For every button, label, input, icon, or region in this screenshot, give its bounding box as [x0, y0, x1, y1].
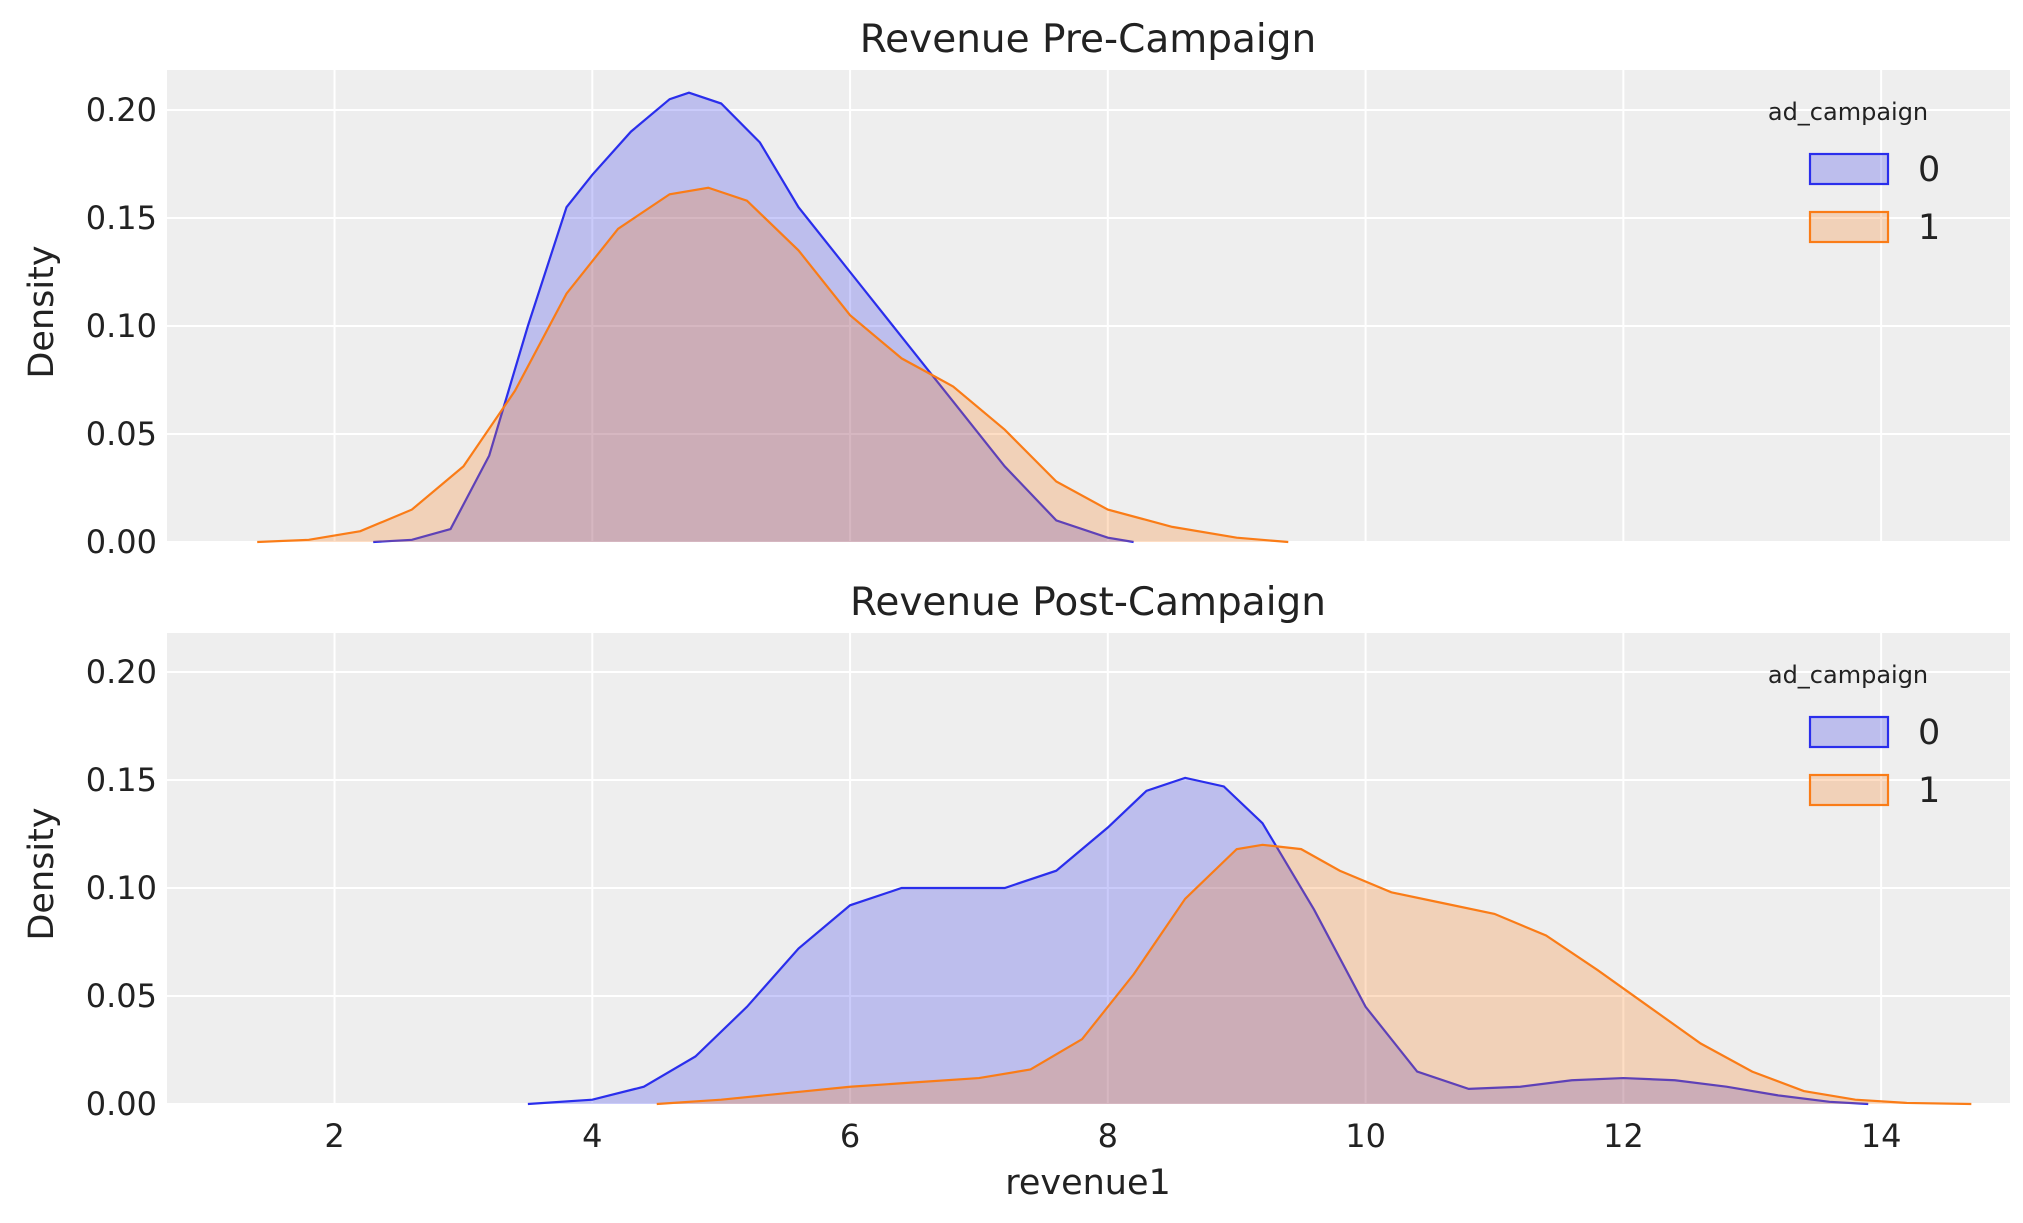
y-tick-label-1: 0.05 — [86, 415, 157, 453]
y-tick-label-4: 0.20 — [86, 91, 157, 129]
grid-post — [167, 633, 2010, 1105]
legend-swatch-0 — [1808, 152, 1890, 186]
density-area-series-1 — [656, 844, 1972, 1104]
areas-pre — [257, 91, 1289, 544]
y-tick-label-3: 0.15 — [86, 761, 157, 799]
legend-label-1: 1 — [1918, 771, 1940, 811]
x-tick-label-2: 6 — [840, 1117, 860, 1155]
y-ticks-post: 0.00 0.05 0.10 0.15 0.20 — [86, 653, 157, 1123]
x-ticks-post: 2 4 6 8 10 12 14 — [324, 1117, 1901, 1155]
y-tick-label-1: 0.05 — [86, 977, 157, 1015]
x-tick-label-4: 10 — [1345, 1117, 1386, 1155]
legend-swatch-1 — [1808, 773, 1890, 807]
density-area-series-1 — [257, 187, 1289, 542]
y-axis-label-pre: Density — [22, 245, 62, 378]
legend-label-1: 1 — [1918, 208, 1940, 248]
y-tick-label-2: 0.10 — [86, 307, 157, 345]
grid-pre — [167, 70, 2010, 543]
y-axis-label-post: Density — [22, 807, 62, 940]
x-tick-label-1: 4 — [582, 1117, 602, 1155]
legend-swatch-0 — [1808, 715, 1890, 749]
areas-post — [527, 776, 1972, 1106]
density-area-series-0 — [527, 777, 1869, 1104]
legend-swatch-1 — [1808, 210, 1890, 244]
legend-title: ad_campaign — [1768, 661, 1928, 689]
density-line-series-1 — [656, 843, 1972, 1106]
legend-title: ad_campaign — [1768, 98, 1928, 126]
density-area-series-0 — [373, 92, 1134, 542]
density-line-series-0 — [527, 776, 1869, 1106]
legend-label-0: 0 — [1918, 713, 1940, 753]
y-tick-label-0: 0.00 — [86, 523, 157, 561]
chart-title-pre: Revenue Pre-Campaign — [860, 17, 1316, 62]
legend-pre: ad_campaign 0 1 — [1768, 98, 1940, 248]
panel-post-campaign: 0.000.050.100.150.20 2 4 6 8 10 12 14 Revenue … — [22, 580, 2010, 1203]
density-line-series-0 — [373, 91, 1134, 544]
x-axis-label: revenue1 — [1005, 1163, 1171, 1203]
y-tick-label-4: 0.20 — [86, 653, 157, 691]
legend-post: ad_campaign 0 1 — [1768, 661, 1940, 811]
x-tick-label-3: 8 — [1098, 1117, 1118, 1155]
chart-title-post: Revenue Post-Campaign — [850, 580, 1326, 625]
density-line-series-1 — [257, 186, 1289, 544]
x-tick-label-0: 2 — [324, 1117, 344, 1155]
panel-pre-campaign: 0.00 0.05 0.10 0.15 0.20 Revenue Pre-Campaig… — [22, 17, 2010, 561]
y-tick-label-0: 0.00 — [86, 1085, 157, 1123]
y-tick-label-2: 0.10 — [86, 869, 157, 907]
plot-area-pre — [167, 70, 2010, 543]
y-ticks-pre: 0.00 0.05 0.10 0.15 0.20 — [86, 91, 157, 561]
legend-label-0: 0 — [1918, 150, 1940, 190]
y-tick-label-3: 0.15 — [86, 199, 157, 237]
x-tick-label-6: 14 — [1861, 1117, 1902, 1155]
plot-area-post — [167, 633, 2010, 1105]
x-tick-label-5: 12 — [1603, 1117, 1644, 1155]
